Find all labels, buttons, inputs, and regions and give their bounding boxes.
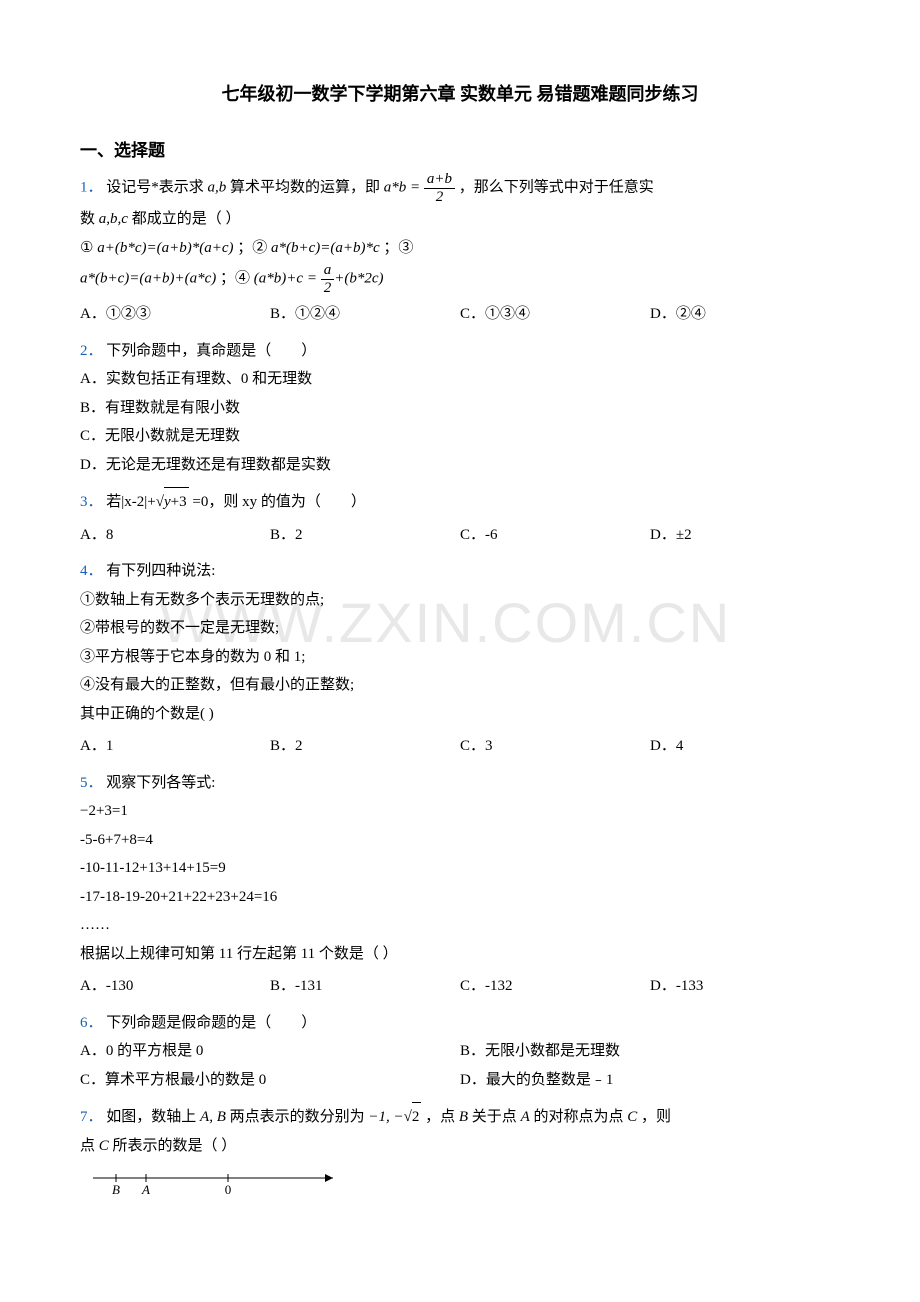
question-5: 5． 观察下列各等式: −2+3=1 -5-6+7+8=4 -10-11-12+… [80, 769, 840, 1001]
q1-optD: D．②④ [650, 300, 840, 329]
q1-sub1: ① [80, 240, 93, 256]
q7-text-b: 两点表示的数分别为 [230, 1109, 365, 1125]
label-0: 0 [225, 1182, 232, 1196]
q4-optD: D．4 [650, 732, 840, 761]
q3-sqrt: y+3 [156, 487, 189, 517]
q5-l5: …… [80, 911, 840, 940]
q7-ab: A, B [200, 1109, 226, 1125]
q1-abc: a,b,c [99, 211, 128, 227]
page-content: 七年级初一数学下学期第六章 实数单元 易错题难题同步练习 一、选择题 1． 设记… [80, 80, 840, 1207]
q5-l4: -17-18-19-20+21+22+23+24=16 [80, 883, 840, 912]
q1-text-a: 设记号*表示求 [106, 179, 204, 195]
question-4: 4． 有下列四种说法: ①数轴上有无数多个表示无理数的点; ②带根号的数不一定是… [80, 557, 840, 761]
q4-s3: ③平方根等于它本身的数为 0 和 1; [80, 643, 840, 672]
q7-c-italic: C [627, 1109, 637, 1125]
qnum-6: 6． [80, 1015, 103, 1031]
arrow-icon [325, 1174, 333, 1182]
q1-formula: a*b = [384, 179, 424, 195]
q1-eq3: a*(b+c)=(a+b)+(a*c) [80, 270, 216, 286]
q1-frac: a+b2 [424, 171, 455, 205]
q7-b-italic: B [459, 1109, 468, 1125]
q1-optA: A．①②③ [80, 300, 270, 329]
q7-c2-italic: C [99, 1138, 109, 1154]
qnum-2: 2． [80, 343, 103, 359]
qnum-1: 1． [80, 179, 103, 195]
q5-optD: D．-133 [650, 972, 840, 1001]
q4-tail: 其中正确的个数是( ) [80, 700, 840, 729]
q6-text: 下列命题是假命题的是（ ） [106, 1015, 316, 1031]
q1-sub1-end: ；② [237, 240, 267, 256]
q5-l3: -10-11-12+13+14+15=9 [80, 854, 840, 883]
q5-optB: B．-131 [270, 972, 460, 1001]
question-7: 7． 如图，数轴上 A, B 两点表示的数分别为 −1, −2 ，点 B 关于点… [80, 1102, 840, 1207]
q4-optA: A．1 [80, 732, 270, 761]
q7-text-g: 点 [80, 1138, 99, 1154]
qnum-5: 5． [80, 775, 103, 791]
q2-optC: C．无限小数就是无理数 [80, 422, 840, 451]
q3-text-b: =0，则 xy 的值为（ ） [192, 494, 365, 510]
numberline-svg: B A 0 [88, 1166, 348, 1196]
q3-optD: D．±2 [650, 521, 840, 550]
q5-l1: −2+3=1 [80, 797, 840, 826]
q1-eq1: a+(b*c)=(a+b)*(a+c) [97, 240, 233, 256]
q1-eq2: a*(b+c)=(a+b)*c [271, 240, 380, 256]
question-1: 1． 设记号*表示求 a,b 算术平均数的运算，即 a*b = a+b2 ，那么… [80, 171, 840, 329]
q7-text-a: 如图，数轴上 [106, 1109, 196, 1125]
q1-text-c: ，那么下列等式中对于任意实 [459, 179, 654, 195]
q2-optB: B．有理数就是有限小数 [80, 394, 840, 423]
q5-text: 观察下列各等式: [106, 775, 215, 791]
q6-optA: A．0 的平方根是 0 [80, 1037, 460, 1066]
q7-text-h: 所表示的数是（ ） [113, 1138, 237, 1154]
q1-sub3-end: ；④ [220, 270, 250, 286]
qnum-4: 4． [80, 563, 103, 579]
q1-frac2: a2 [321, 262, 335, 296]
q1-optB: B．①②④ [270, 300, 460, 329]
q6-optD: D．最大的负整数是﹣1 [460, 1066, 840, 1095]
q1-eq4b: +(b*2c) [334, 270, 383, 286]
qnum-7: 7． [80, 1109, 103, 1125]
q4-s4: ④没有最大的正整数，但有最小的正整数; [80, 671, 840, 700]
q1-ab: a,b [208, 179, 227, 195]
q2-optA: A．实数包括正有理数、0 和无理数 [80, 365, 840, 394]
q1-text-e: 都成立的是（ ） [132, 211, 241, 227]
q1-eq4: (a*b)+c = [254, 270, 321, 286]
q4-optC: C．3 [460, 732, 650, 761]
q3-optA: A．8 [80, 521, 270, 550]
numberline: B A 0 [88, 1166, 840, 1207]
q4-s2: ②带根号的数不一定是无理数; [80, 614, 840, 643]
q4-optB: B．2 [270, 732, 460, 761]
q6-optC: C．算术平方根最小的数是 0 [80, 1066, 460, 1095]
q1-text-d: 数 [80, 211, 95, 227]
q7-sqrt2: 2 [404, 1102, 422, 1132]
q7-text-f: ，则 [641, 1109, 671, 1125]
q7-text-d: 关于点 [472, 1109, 521, 1125]
q1-optC: C．①③④ [460, 300, 650, 329]
q3-optB: B．2 [270, 521, 460, 550]
section-header: 一、选择题 [80, 136, 840, 161]
q7-a-italic: A [521, 1109, 530, 1125]
q4-text: 有下列四种说法: [106, 563, 215, 579]
q7-text-e: 的对称点为点 [533, 1109, 627, 1125]
page-title: 七年级初一数学下学期第六章 实数单元 易错题难题同步练习 [80, 80, 840, 106]
q4-s1: ①数轴上有无数多个表示无理数的点; [80, 586, 840, 615]
q2-text: 下列命题中，真命题是（ ） [106, 343, 316, 359]
question-2: 2． 下列命题中，真命题是（ ） A．实数包括正有理数、0 和无理数 B．有理数… [80, 337, 840, 480]
q5-l2: -5-6+7+8=4 [80, 826, 840, 855]
q5-tail: 根据以上规律可知第 11 行左起第 11 个数是（ ） [80, 940, 840, 969]
q6-optB: B．无限小数都是无理数 [460, 1037, 840, 1066]
q7-vals: −1, − [368, 1109, 403, 1125]
q5-optC: C．-132 [460, 972, 650, 1001]
label-a: A [141, 1182, 150, 1196]
q7-text-c: ，点 [425, 1109, 459, 1125]
q2-optD: D．无论是无理数还是有理数都是实数 [80, 451, 840, 480]
q1-sub2-end: ；③ [383, 240, 413, 256]
label-b: B [112, 1182, 120, 1196]
q1-text-b: 算术平均数的运算，即 [230, 179, 380, 195]
q3-optC: C．-6 [460, 521, 650, 550]
q5-optA: A．-130 [80, 972, 270, 1001]
question-6: 6． 下列命题是假命题的是（ ） A．0 的平方根是 0 B．无限小数都是无理数… [80, 1009, 840, 1095]
q3-text-a: 若|x-2|+ [106, 494, 155, 510]
qnum-3: 3． [80, 494, 103, 510]
question-3: 3． 若|x-2|+y+3 =0，则 xy 的值为（ ） A．8 B．2 C．-… [80, 487, 840, 549]
